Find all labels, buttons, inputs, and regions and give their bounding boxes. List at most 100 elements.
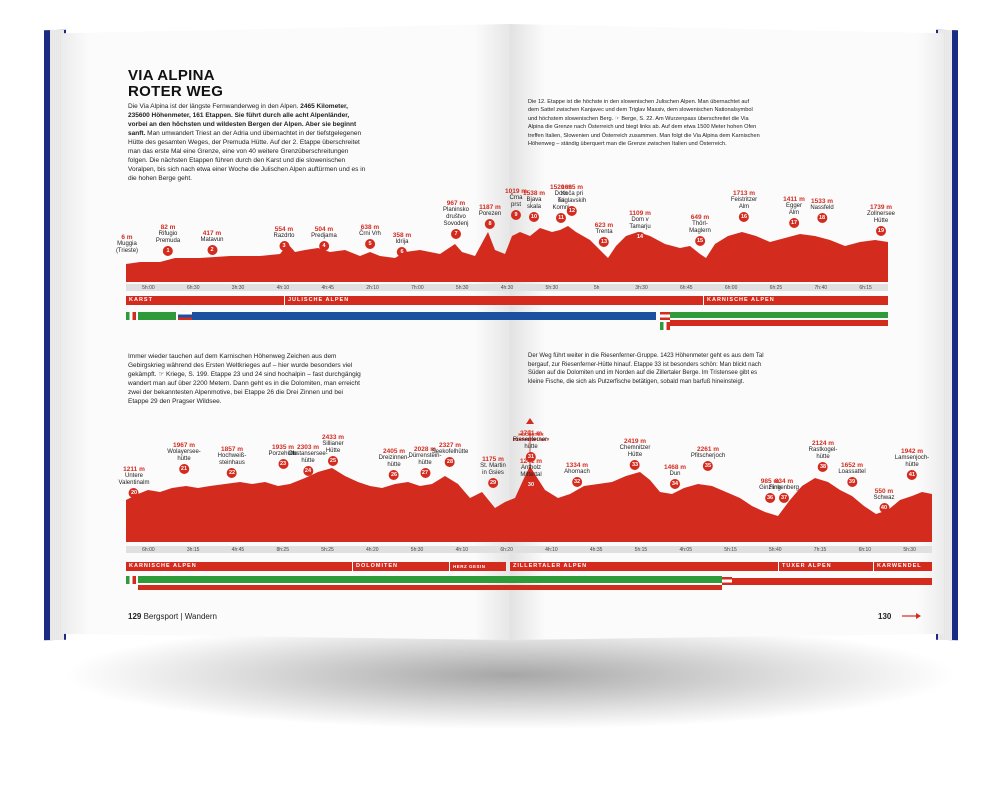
stage-elevation: 2124 m — [811, 440, 835, 447]
stage-name: Bjava skala — [526, 197, 542, 210]
stage-elevation: 2419 m — [623, 438, 647, 445]
stage-elevation: 1857 m — [220, 446, 244, 453]
top-stage-marker: 504 m Predjama 4 — [311, 226, 337, 251]
stage-elevation: 1187 m — [479, 204, 501, 211]
stage-number-badge: 36 — [765, 493, 775, 503]
stage-number-badge: 25 — [327, 456, 338, 466]
bottom-stage-marker: 1942 m Lamsenjoch- hütte 41 — [895, 448, 929, 480]
region-karwendel: KARWENDEL — [874, 562, 932, 571]
stage-time-label: 4h:45 — [321, 285, 334, 291]
page-edges-left — [50, 30, 64, 640]
stage-name: Dom v Tamarju — [629, 217, 651, 230]
stage-number-badge: 15 — [695, 236, 705, 246]
page-number-right: 130 — [878, 612, 892, 621]
stage-number-badge: 33 — [630, 460, 640, 470]
bottom-stage-marker: 1241 m Antholz Mittertal 30 — [520, 458, 542, 490]
page-title: VIA ALPINA ROTER WEG — [128, 68, 223, 100]
stage-number-badge: 10 — [528, 212, 539, 222]
stage-name: Muggia (Trieste) — [115, 241, 139, 254]
stage-elevation: 834 m — [774, 478, 794, 485]
stage-name: Zollnersee Hütte — [866, 211, 896, 224]
stage-number-badge: 3 — [278, 241, 289, 251]
stage-elevation: 985 m — [760, 478, 780, 485]
footer-left: 129 Bergsport | Wandern — [128, 612, 217, 621]
stage-elevation: 554 m — [274, 226, 294, 233]
stage-name: Ginzling — [759, 485, 781, 491]
stage-elevation: 2303 m — [296, 444, 320, 451]
stage-elevation: 417 m — [202, 230, 222, 237]
stage-elevation: 82 m — [160, 224, 176, 231]
stage-name: Riesenferner- hütte — [512, 437, 550, 450]
stage-name: Porzehütte — [268, 451, 298, 457]
stage-number-badge: 2 — [206, 245, 217, 255]
stage-elevation: 1520 m — [549, 184, 573, 191]
stage-time-label: 4h:35 — [589, 547, 603, 553]
top-elevation-profile — [126, 226, 888, 282]
stage-time-label: 4h:20 — [366, 547, 379, 553]
top-stage-marker: 1685 m Koča pri Triglavskih 12 — [558, 184, 586, 216]
left-mid-paragraph: Immer wieder tauchen auf dem Karnischen … — [128, 353, 361, 405]
stage-number-badge: 34 — [669, 479, 680, 489]
top-stage-marker: 82 m Rifugio Premuda 1 — [156, 224, 180, 256]
country-bar-italy-bottom — [138, 576, 722, 583]
bottom-stage-marker: 1211 m Untere Valentinalm 20 — [119, 466, 149, 498]
intro-paragraph: Die Via Alpina ist der längste Fernwande… — [128, 102, 366, 183]
right-top-paragraph: Die 12. Etappe ist die höchste in den sl… — [528, 99, 760, 148]
region-karst: KARST — [126, 296, 284, 305]
bottom-stage-marker: 1967 m Wolayersee- hütte 21 — [167, 442, 201, 474]
stage-number-badge: 22 — [227, 468, 237, 478]
stage-name: Sillianer Hütte — [322, 441, 344, 454]
stage-name: Wolayersee- hütte — [167, 449, 201, 462]
flag-austria-top — [660, 312, 670, 320]
region-tuxer-alpen: TUXER ALPEN — [779, 562, 873, 571]
stage-elevation: 1942 m — [900, 448, 924, 455]
top-stage-marker: 1109 m Dom v Tamarju 14 — [629, 210, 651, 242]
stage-number-badge: 21 — [178, 464, 189, 474]
region-karnische-alpen-top: KARNISCHE ALPEN — [704, 296, 888, 305]
stage-elevation: 1175 m — [482, 456, 504, 463]
page-number-left: 129 — [128, 612, 142, 621]
stage-elevation: 2433 m — [321, 434, 345, 441]
stage-number-badge: 26 — [389, 470, 399, 480]
stage-number-badge: 6 — [397, 247, 407, 257]
stage-name: Pfitscherjoch — [690, 453, 726, 459]
bottom-stage-marker: 2261 m Pfitscherjoch 35 — [691, 446, 725, 471]
stage-time-label: 5h:15 — [634, 547, 648, 553]
stage-time-label: 4h:10 — [276, 285, 290, 291]
bottom-stage-marker: 1334 m Ahornach 32 — [564, 462, 590, 487]
stage-name: Feistritzer Alm — [730, 197, 758, 210]
country-bar-austria-bottom-2 — [732, 578, 932, 585]
bottom-stage-marker: 2327 m Seekofelhütte 28 — [432, 442, 468, 467]
stage-elevation: 967 m — [446, 200, 466, 207]
section-label: Bergsport | Wandern — [143, 612, 217, 621]
stage-name: Loassattel — [838, 469, 866, 475]
bottom-stage-marker: 550 m Schwaz 40 — [873, 488, 895, 513]
bottom-elevation-profile — [126, 466, 932, 542]
stage-name: Finkenberg — [768, 485, 800, 491]
top-stage-marker: 967 m Planinsko društvo Sovodenj 7 — [443, 200, 469, 239]
stage-time-label: 3h:30 — [231, 285, 245, 291]
stage-number-badge: 27 — [419, 468, 430, 478]
stage-elevation: 1685 m — [560, 184, 584, 191]
stage-elevation: 1411 m — [783, 196, 805, 203]
bottom-stage-marker: 985 m Ginzling 36 — [759, 478, 781, 503]
stage-name: Črni Vrh — [359, 231, 381, 237]
title-line-1: VIA ALPINA — [128, 67, 215, 84]
top-stage-marker: 1533 m Nassfeld 18 — [810, 198, 834, 223]
stage-time-label: 4h:45 — [231, 547, 245, 553]
stage-name: Planinsko društvo Sovodenj — [442, 207, 470, 227]
stage-time-label: 4h:30 — [500, 285, 514, 291]
stage-name: Dom na Komni — [552, 191, 570, 211]
stage-time-label: 5h:30 — [903, 547, 916, 553]
stage-name: Egger Alm — [785, 203, 802, 216]
flag-italy-bottom — [126, 576, 136, 584]
bottom-stage-marker: 2028 m Dürrenstein- hütte 27 — [408, 446, 442, 478]
top-stage-marker: 1739 m Zollnersee Hütte 19 — [867, 204, 895, 236]
stage-elevation: 504 m — [314, 226, 334, 233]
stage-name: Obstansersee- hütte — [288, 451, 328, 464]
flag-italy-top — [126, 312, 136, 320]
stage-time-label: 5h:40 — [769, 547, 782, 553]
top-stage-marker: 1713 m Feistritzer Alm 16 — [731, 190, 757, 222]
stage-time-label: 6h:00 — [724, 285, 738, 291]
